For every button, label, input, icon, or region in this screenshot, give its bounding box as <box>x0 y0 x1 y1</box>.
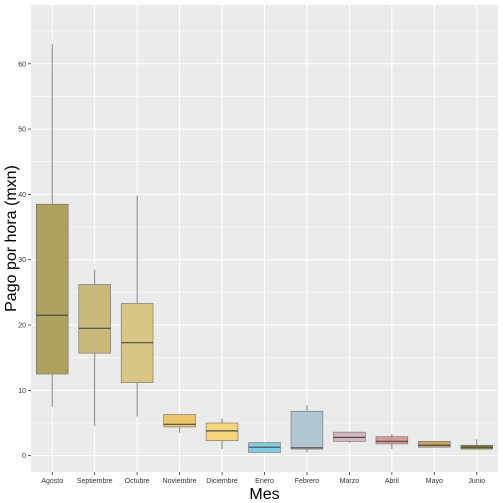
x-tick-label: Junio <box>468 478 485 485</box>
box-mayo <box>418 441 451 448</box>
box-diciembre <box>205 418 239 450</box>
y-tick-label: 20 <box>18 323 26 330</box>
y-tick-label: 50 <box>18 127 26 134</box>
box-body <box>375 436 409 445</box>
box-febrero <box>290 405 324 453</box>
y-axis-ticks: 0 10 20 30 40 50 60 <box>18 61 31 460</box>
y-tick-label: 10 <box>18 388 26 395</box>
x-tick-label: Mayo <box>426 478 443 485</box>
box-agosto <box>36 44 69 407</box>
y-tick-label: 0 <box>22 453 26 460</box>
box-series <box>36 44 493 453</box>
box-octubre <box>120 195 154 417</box>
x-tick-label: Agosto <box>41 478 63 485</box>
x-tick-label: Abril <box>385 478 399 485</box>
y-tick-label: 60 <box>18 61 26 68</box>
x-tick-label: Enero <box>255 478 274 485</box>
x-tick-label: Noviembre <box>163 478 197 485</box>
box-body <box>78 284 111 354</box>
box-marzo <box>333 431 366 443</box>
box-body <box>333 431 366 442</box>
box-abril <box>375 434 409 450</box>
x-tick-label: Marzo <box>340 478 360 485</box>
box-septiembre <box>78 269 111 427</box>
box-body <box>163 414 196 428</box>
x-tick-label: Octubre <box>125 478 150 485</box>
x-axis-ticks: Agosto Septiembre Octubre Noviembre Diciembr… <box>41 472 485 485</box>
box-body <box>205 422 239 441</box>
box-junio <box>460 439 493 450</box>
y-tick-label: 40 <box>18 192 26 199</box>
y-tick-label: 30 <box>18 257 26 264</box>
x-axis-title: Mes <box>249 486 279 503</box>
x-tick-label: Diciembre <box>206 478 238 485</box>
box-body <box>418 441 451 448</box>
box-noviembre <box>163 414 196 433</box>
box-body <box>290 410 324 450</box>
box-enero <box>248 442 281 453</box>
y-axis-title: Pago por hora (mxn) <box>3 165 20 312</box>
x-tick-label: Septiembre <box>77 478 113 485</box>
box-body <box>36 203 69 375</box>
x-tick-label: Febrero <box>295 478 320 485</box>
